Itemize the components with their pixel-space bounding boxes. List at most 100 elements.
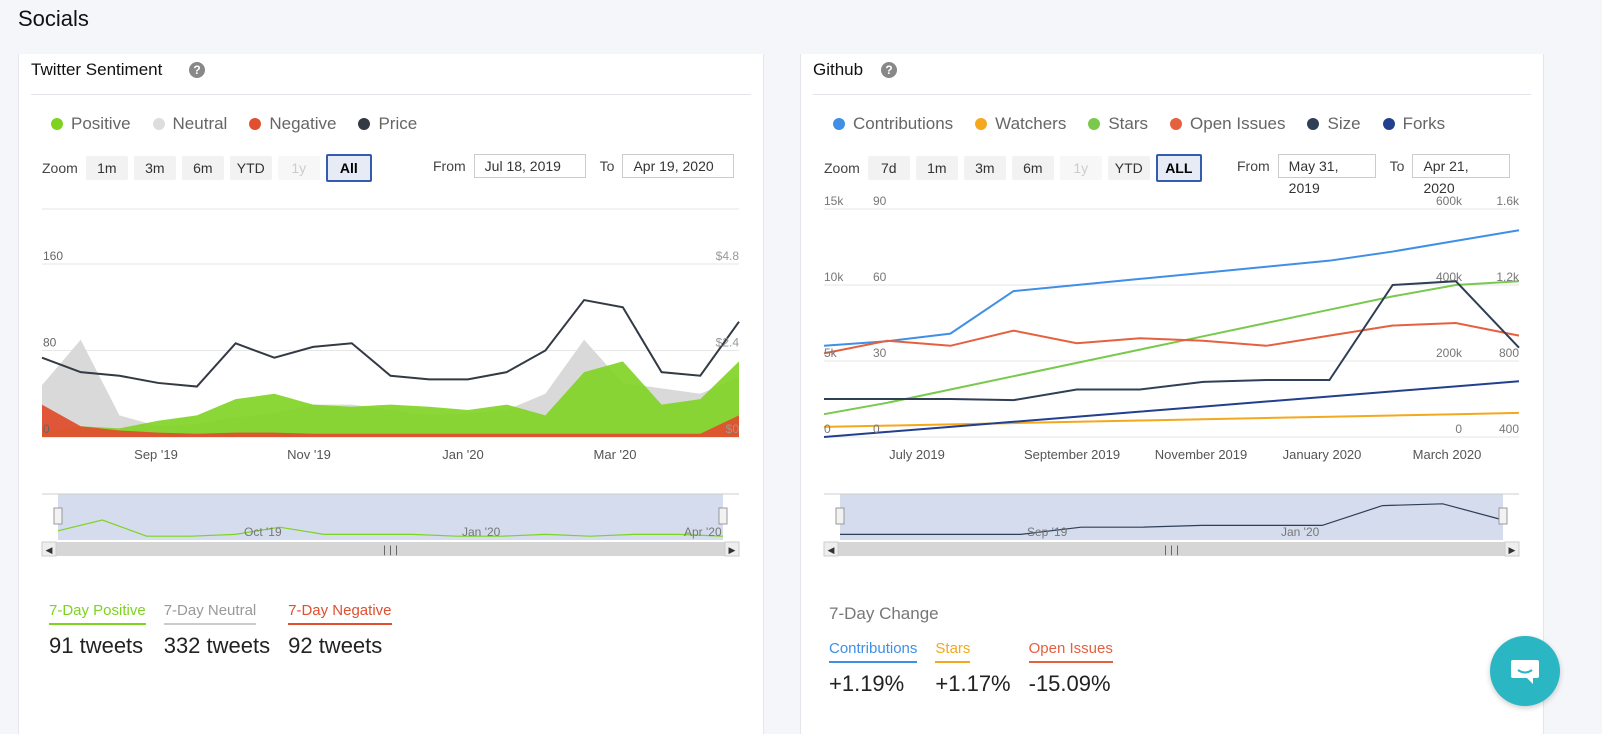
legend-dot-icon — [1307, 118, 1320, 130]
legend-label: Contributions — [853, 114, 954, 133]
series-watchers-line — [823, 411, 1520, 428]
github-panel: Github ? Contributions Watchers Stars Open … — [800, 54, 1544, 734]
scroll-right-button[interactable] — [1504, 541, 1520, 557]
scroll-left-button[interactable] — [41, 541, 57, 557]
legend-item-watchers[interactable]: Watchers — [975, 114, 1066, 134]
zoom-button-ytd[interactable]: YTD — [1107, 156, 1150, 180]
navigator-handle[interactable] — [835, 507, 845, 525]
navigator-tick-label: Sep '19 — [1027, 525, 1068, 539]
zoom-button-6m[interactable]: 6m — [181, 156, 224, 180]
twitter-navigator[interactable]: Oct '19 Jan '20 Apr '20 ◀ ▶ ||| — [19, 493, 763, 562]
series-open-issues-line — [823, 321, 1520, 355]
stat-label: Open Issues — [1028, 640, 1113, 663]
from-label: From — [1237, 158, 1270, 174]
navigator-mask[interactable] — [840, 494, 1503, 540]
from-date-input[interactable]: May 31, 2019 — [1277, 154, 1376, 196]
zoom-button-3m[interactable]: 3m — [963, 156, 1006, 180]
page-title: Socials — [18, 6, 89, 31]
stat-value: +1.17% — [935, 671, 1011, 696]
legend-label: Stars — [1108, 114, 1149, 133]
zoom-button-all[interactable]: ALL — [1155, 154, 1202, 182]
legend-item-price[interactable]: Price — [358, 114, 417, 134]
help-icon[interactable]: ? — [881, 62, 897, 78]
y-right-tick-label: $4.8 — [716, 249, 740, 263]
legend-label: Forks — [1402, 114, 1446, 133]
navigator-tick-label: Jan '20 — [462, 525, 501, 539]
github-date-range: From May 31, 2019 To Apr 21, 2020 — [1237, 154, 1511, 196]
navigator-tick-label: Apr '20 — [684, 525, 722, 539]
legend-item-stars[interactable]: Stars — [1088, 114, 1148, 134]
zoom-button-ytd[interactable]: YTD — [229, 156, 272, 180]
legend-item-negative[interactable]: Negative — [249, 114, 336, 134]
github-navigator[interactable]: Sep '19 Jan '20 ◀ ▶ ||| — [801, 493, 1543, 562]
series-size-line — [824, 280, 1520, 402]
scrollbar-track[interactable] — [824, 542, 1519, 556]
legend-dot-icon — [358, 118, 371, 130]
series-stars-line — [823, 280, 1520, 416]
scrollbar-grip-icon: ||| — [381, 545, 399, 556]
series-positive-area — [42, 361, 739, 437]
github-zoom-row: Zoom 7d 1m 3m 6m 1y YTD ALL — [824, 154, 1202, 182]
twitter-legend: Positive Neutral Negative Price — [51, 114, 417, 134]
scroll-left-button[interactable] — [823, 541, 839, 557]
chat-icon — [1511, 660, 1539, 684]
x-tick-label: January 2020 — [1283, 447, 1362, 462]
stat-value: 91 tweets — [49, 633, 144, 658]
stat-value: -15.09% — [1028, 671, 1111, 696]
legend-dot-icon — [833, 118, 845, 130]
from-date-input[interactable]: Jul 18, 2019 — [473, 154, 586, 178]
zoom-button-all[interactable]: All — [325, 154, 372, 182]
to-date-input[interactable]: Apr 21, 2020 — [1412, 154, 1511, 196]
legend-dot-icon — [975, 118, 988, 130]
legend-item-neutral[interactable]: Neutral — [152, 114, 228, 134]
x-tick-label: March 2020 — [1413, 447, 1482, 462]
scrollbar-track[interactable] — [42, 542, 739, 556]
series-price-line — [41, 298, 740, 388]
github-title: Github — [813, 60, 864, 79]
scroll-left-icon: ◀ — [46, 546, 53, 556]
help-icon[interactable]: ? — [189, 62, 205, 78]
twitter-title: Twitter Sentiment — [31, 60, 163, 79]
to-date-input[interactable]: Apr 19, 2020 — [622, 154, 735, 178]
x-tick-label: July 2019 — [889, 447, 945, 462]
x-tick-label: September 2019 — [1024, 447, 1120, 462]
zoom-button-1y[interactable]: 1y — [1059, 156, 1102, 180]
zoom-button-6m[interactable]: 6m — [1011, 156, 1054, 180]
stat-7-day-negative: 7-Day Negative 92 tweets — [288, 602, 392, 659]
zoom-button-3m[interactable]: 3m — [133, 156, 176, 180]
legend-item-open-issues[interactable]: Open Issues — [1170, 114, 1285, 134]
legend-dot-icon — [1088, 118, 1101, 130]
zoom-button-7d[interactable]: 7d — [867, 156, 910, 180]
stat-open-issues: Open Issues -15.09% — [1028, 640, 1113, 697]
twitter-sentiment-panel: Twitter Sentiment ? Positive Neutral Negat… — [18, 54, 764, 734]
scroll-right-button[interactable] — [724, 541, 740, 557]
scroll-right-icon: ▶ — [1509, 546, 1516, 556]
navigator-series-line — [840, 503, 1504, 535]
navigator-mask[interactable] — [58, 494, 723, 540]
chat-button[interactable] — [1490, 636, 1560, 706]
y-tick-label: 80 — [43, 336, 57, 350]
legend-item-positive[interactable]: Positive — [51, 114, 131, 134]
zoom-button-1y[interactable]: 1y — [277, 156, 320, 180]
zoom-button-1m[interactable]: 1m — [915, 156, 958, 180]
to-label: To — [1389, 158, 1405, 174]
navigator-handle[interactable] — [1498, 507, 1508, 525]
github-header: Github ? — [813, 54, 1531, 95]
y-tick-label: 10k — [824, 270, 844, 284]
x-tick-label: Nov '19 — [287, 447, 331, 462]
y-right-tick-label: $0 — [726, 422, 740, 436]
legend-label: Watchers — [995, 114, 1067, 133]
navigator-handle[interactable] — [718, 507, 728, 525]
legend-item-contributions[interactable]: Contributions — [833, 114, 953, 134]
y-tick-label: 0 — [873, 422, 880, 436]
y-tick-label: 60 — [873, 270, 887, 284]
y-right-tick-label: 200k — [1436, 346, 1463, 360]
navigator-handle[interactable] — [53, 507, 63, 525]
legend-item-forks[interactable]: Forks — [1382, 114, 1446, 134]
legend-label: Neutral — [172, 114, 228, 133]
y-tick-label: 160 — [43, 249, 63, 263]
legend-item-size[interactable]: Size — [1307, 114, 1361, 134]
zoom-button-1m[interactable]: 1m — [85, 156, 128, 180]
navigator-tick-label: Jan '20 — [1281, 525, 1320, 539]
to-label: To — [599, 158, 615, 174]
